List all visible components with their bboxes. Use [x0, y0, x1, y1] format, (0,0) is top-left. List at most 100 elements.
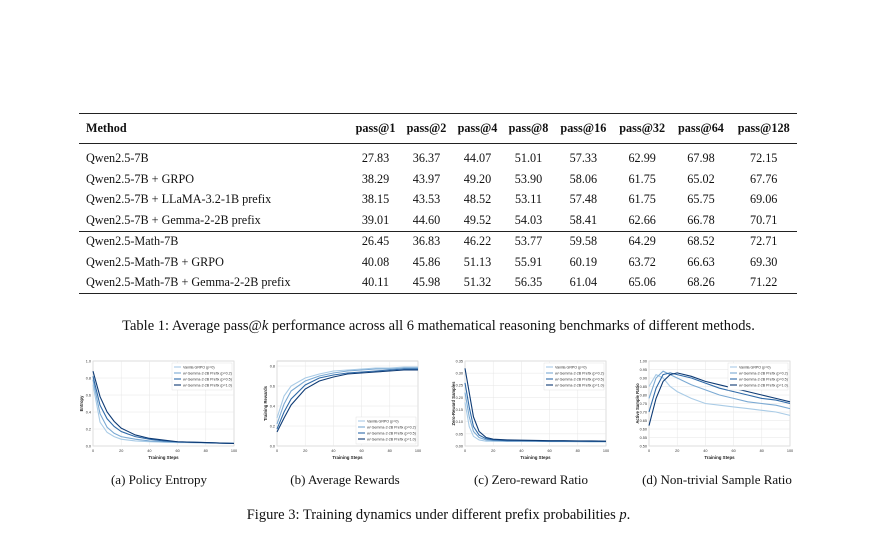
method-cell: Qwen2.5-7B — [86, 151, 149, 165]
series-line — [648, 372, 791, 413]
y-tick-label: 0.50 — [640, 444, 647, 448]
y-tick-label: 0.05 — [456, 432, 463, 436]
method-cell: Qwen2.5-Math-7B + GRPO — [86, 254, 224, 269]
chart-nontrivial-sample-ratio: 0.50 0.55 0.60 0.65 0.70 0.75 0.80 0.85 0.90 0.95… — [634, 358, 796, 464]
value-cell: 36.83 — [401, 230, 452, 252]
value-cell: 69.06 — [749, 192, 778, 207]
x-tick-label: 0 — [92, 449, 94, 453]
table-row: Qwen2.5-7B + GRPO 38.29 43.97 49.20 53.9… — [79, 169, 797, 190]
table-row: Qwen2.5-Math-7B + Gemma-2-2B prefix 40.1… — [79, 272, 797, 294]
value-cell: 67.76 — [749, 171, 778, 186]
legend-box — [543, 362, 605, 391]
y-tick-label: 0.95 — [640, 368, 647, 372]
y-tick-label: 0.85 — [640, 385, 647, 389]
value-cell: 64.29 — [612, 230, 672, 252]
method-cell: Qwen2.5-7B + GRPO — [86, 171, 195, 186]
subfigure-caption-c: (c) Zero-reward Ratio — [473, 472, 589, 487]
chart-svg: 0.00 0.05 0.10 0.15 0.20 0.25 0.30 0.35 0 20 40 60 8… — [451, 359, 609, 460]
legend-box — [171, 362, 233, 391]
value-cell: 40.08 — [361, 254, 390, 269]
value-cell: 68.52 — [671, 230, 731, 252]
value-cell: 62.66 — [628, 212, 656, 227]
value-cell: 66.63 — [687, 254, 715, 269]
method-cell: Qwen2.5-Math-7B + Gemma-2-2B prefix — [79, 272, 351, 294]
value-cell: 61.75 — [628, 171, 656, 186]
value-cell: 72.15 — [749, 151, 778, 165]
legend-label: w/ Gemma-2-2B Prefix (p=0.2) — [183, 371, 232, 375]
x-tick-label: 80 — [760, 449, 764, 453]
value-cell: 66.78 — [687, 212, 715, 227]
table-row: Qwen2.5-7B + LLaMA-3.2-1B prefix 38.15 4… — [79, 190, 797, 211]
legend-box — [727, 362, 789, 391]
value-cell: 65.75 — [687, 192, 715, 207]
value-cell: 67.98 — [687, 151, 715, 165]
x-tick-label: 0 — [464, 449, 466, 453]
table-header-pass64: pass@64 — [671, 113, 731, 144]
x-tick-label: 60 — [359, 449, 363, 453]
x-tick-label: 60 — [731, 449, 735, 453]
x-tick-label: 40 — [519, 449, 523, 453]
table-row: Qwen2.5-7B 27.83 36.37 44.07 51.01 57.33… — [79, 144, 797, 170]
series-line — [276, 369, 418, 433]
x-tick-label: 20 — [675, 449, 679, 453]
legend-box — [355, 416, 417, 445]
chart-svg: 0.50 0.55 0.60 0.65 0.70 0.75 0.80 0.85 0.90 0.95… — [635, 359, 793, 460]
series-line — [276, 366, 418, 419]
x-tick-label: 100 — [231, 449, 237, 453]
method-cell: Qwen2.5-7B + Gemma-2-2B prefix — [86, 212, 261, 227]
x-axis-label: Training Steps — [520, 455, 551, 460]
table-row: Qwen2.5-7B + Gemma-2-2B prefix 39.01 44.… — [79, 210, 797, 231]
value-cell: 63.72 — [628, 254, 656, 269]
x-axis-label: Training Steps — [704, 455, 735, 460]
x-tick-label: 60 — [175, 449, 179, 453]
legend-label: w/ Gemma-2-2B Prefix (p=1.0) — [555, 383, 604, 387]
y-tick-label: 0.8 — [86, 376, 91, 380]
x-tick-label: 100 — [415, 449, 421, 453]
x-tick-label: 20 — [119, 449, 123, 453]
legend-label: w/ Gemma-2-2B Prefix (p=0.5) — [739, 377, 788, 381]
value-cell: 38.15 — [361, 192, 390, 207]
value-cell: 71.22 — [730, 272, 797, 294]
x-tick-label: 80 — [576, 449, 580, 453]
table-header-pass16: pass@16 — [553, 113, 613, 144]
y-axis-label: Active Sample Ratio — [635, 383, 640, 424]
value-cell: 45.98 — [401, 272, 452, 294]
value-cell: 49.52 — [463, 212, 492, 227]
y-tick-label: 0.80 — [640, 393, 647, 397]
value-cell: 39.01 — [361, 212, 390, 227]
y-axis-label: Zero-Reward Samples — [451, 381, 456, 426]
value-cell: 26.45 — [350, 230, 402, 252]
series-line — [276, 367, 418, 425]
method-cell: Qwen2.5-Math-7B — [79, 230, 351, 252]
subfigure-caption-d: (d) Non-trivial Sample Ratio — [642, 472, 792, 487]
value-cell: 53.11 — [514, 192, 542, 207]
series-line — [464, 368, 607, 442]
y-tick-label: 0.35 — [456, 359, 463, 363]
x-tick-label: 80 — [388, 449, 392, 453]
table-caption-suffix: performance across all 6 mathematical re… — [268, 318, 755, 334]
value-cell: 72.71 — [730, 230, 797, 252]
legend-label: Vanilla GRPO (p=0) — [555, 365, 587, 369]
y-tick-label: 0.0 — [270, 444, 275, 448]
value-cell: 58.41 — [569, 212, 598, 227]
value-cell: 61.04 — [553, 272, 613, 294]
table-header-method: Method — [79, 113, 351, 144]
y-tick-label: 0.90 — [640, 376, 647, 380]
figure-caption-end: . — [626, 507, 631, 523]
legend-label: Vanilla GRPO (p=0) — [183, 365, 215, 369]
value-cell: 59.58 — [553, 230, 613, 252]
legend-label: w/ Gemma-2-2B Prefix (p=1.0) — [739, 383, 788, 387]
table-row: Qwen2.5-Math-7B 26.45 36.83 46.22 53.77 … — [79, 230, 797, 252]
table-header-pass4: pass@4 — [452, 113, 503, 144]
value-cell: 65.02 — [687, 171, 715, 186]
y-tick-label: 0.2 — [270, 424, 275, 428]
chart-policy-entropy: 0.0 0.2 0.4 0.6 0.8 1.0 0 20 40 60 80 100 Training S… — [78, 358, 240, 464]
x-tick-label: 60 — [547, 449, 551, 453]
value-cell: 53.77 — [502, 230, 554, 252]
value-cell: 53.90 — [514, 171, 543, 186]
legend-label: w/ Gemma-2-2B Prefix (p=1.0) — [183, 383, 232, 387]
figure-caption: Figure 3: Training dynamics under differ… — [0, 507, 877, 524]
chart-svg: 0.0 0.2 0.4 0.6 0.8 0 20 40 60 80 100 Training Step… — [263, 360, 421, 460]
y-tick-label: 0.4 — [270, 404, 275, 408]
value-cell: 58.06 — [569, 171, 598, 186]
